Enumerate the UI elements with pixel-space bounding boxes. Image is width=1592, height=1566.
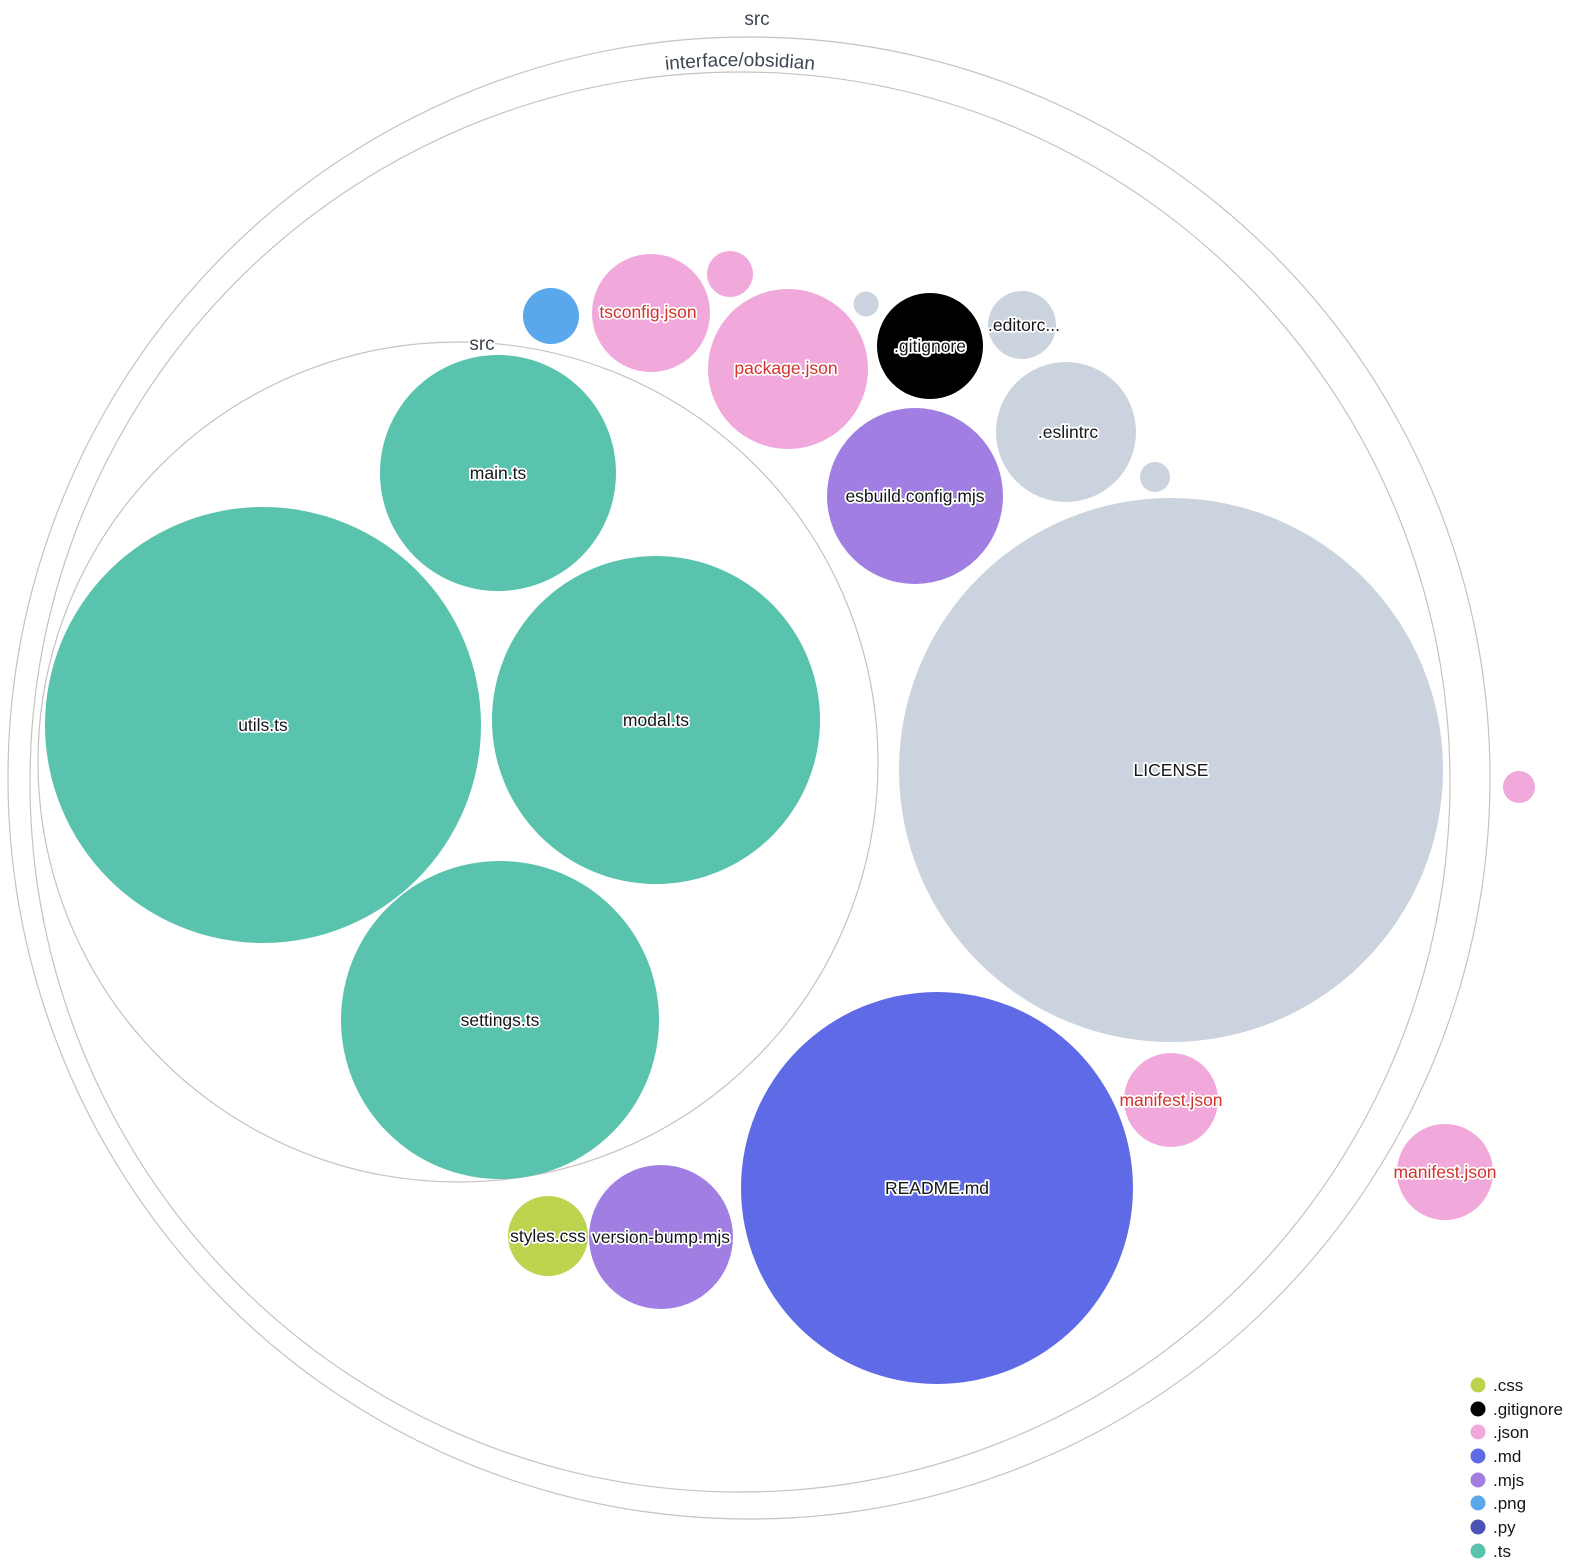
file-label-tsconfig-json: tsconfig.json [599,302,696,322]
legend-dot-gitignore [1470,1401,1486,1417]
file-circle-png[interactable] [523,288,579,344]
file-circle-utils-ts[interactable] [45,507,481,943]
file-label-readme-md: README.md [885,1178,989,1198]
file-circle-package-json[interactable] [708,289,868,449]
file-circle-esbuild-config-mjs[interactable] [827,408,1003,584]
file-label-main-ts: main.ts [470,463,527,483]
file-label-modal-ts: modal.ts [623,710,689,730]
legend-label-ts: .ts [1493,1542,1511,1561]
legend-dot-mjs [1470,1472,1486,1488]
file-circle-editorconfig[interactable] [988,291,1056,359]
file-label-eslintrc: .eslintrc [1038,422,1099,442]
file-label-version-bump-mjs: version-bump.mjs [592,1227,730,1247]
legend-dot-py [1470,1519,1486,1535]
file-circle-modal-ts[interactable] [492,556,820,884]
src-folder-circle[interactable] [37,341,879,1183]
file-label-styles-css: styles.css [510,1226,586,1246]
repo-folder-circle[interactable] [29,71,1451,1493]
src-folder-label: src [469,334,494,355]
file-circle-small-misc-1[interactable] [853,291,879,317]
file-label-gitignore: .gitignore [894,336,966,356]
legend-dot-ts [1470,1543,1486,1559]
file-label-manifest-json-outer: manifest.json [1393,1162,1496,1182]
file-label-manifest-json-inner: manifest.json [1119,1090,1222,1110]
file-label-esbuild-config-mjs: esbuild.config.mjs [845,486,984,506]
file-circle-styles-css[interactable] [508,1196,588,1276]
legend-label-json: .json [1493,1423,1529,1442]
file-circle-readme-md[interactable] [741,992,1133,1384]
file-circle-main-ts[interactable] [380,355,616,591]
legend-dot-md [1470,1448,1486,1464]
file-circle-small-misc-2[interactable] [1140,462,1170,492]
legend: .css .gitignore .json .md .mjs .png .py … [1470,1376,1563,1561]
file-label-package-json: package.json [734,358,837,378]
legend-label-md: .md [1493,1447,1521,1466]
file-circle-gitignore[interactable] [877,293,983,399]
file-label-license: LICENSE [1134,760,1209,780]
legend-label-mjs: .mjs [1493,1471,1524,1490]
file-circle-manifest-json-outer[interactable] [1397,1124,1493,1220]
file-circle-small-json-outside[interactable] [1503,771,1535,803]
file-circle-license[interactable] [899,498,1443,1042]
legend-dot-json [1470,1424,1486,1440]
file-circle-version-bump-mjs[interactable] [589,1165,733,1309]
legend-dot-png [1470,1495,1486,1511]
file-circle-manifest-json-inner[interactable] [1124,1053,1218,1147]
file-circle-eslintrc[interactable] [996,362,1136,502]
repo-label: interface/obsidian [664,50,816,75]
repo-label-textpath: interface/obsidian [662,48,817,76]
root-folder-label: src [744,9,769,30]
root-folder-circle[interactable] [7,36,1491,1520]
file-circle-tsconfig-json[interactable] [592,254,710,372]
legend-label-py: .py [1493,1518,1516,1537]
file-label-settings-ts: settings.ts [461,1010,540,1030]
legend-label-css: .css [1493,1376,1523,1395]
legend-label-gitignore: .gitignore [1493,1400,1563,1419]
legend-dot-css [1470,1377,1486,1393]
file-label-utils-ts: utils.ts [238,715,288,735]
file-label-editorconfig: .editorc... [988,315,1060,335]
legend-label-png: .png [1493,1494,1526,1513]
file-circle-settings-ts[interactable] [341,861,659,1179]
file-circle-small-json[interactable] [707,251,753,297]
